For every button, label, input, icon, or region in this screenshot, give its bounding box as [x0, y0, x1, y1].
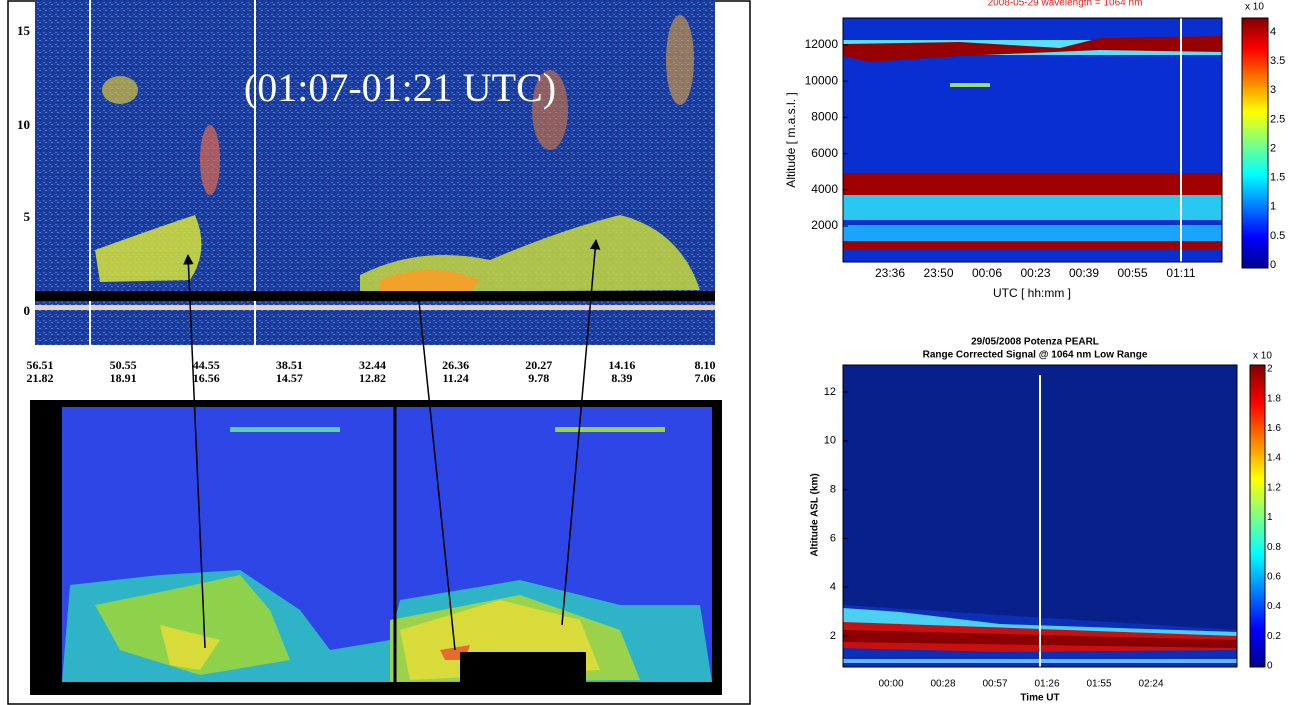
x-tick-label: 00:39	[1069, 266, 1099, 280]
x-tick-label: 8.39	[611, 371, 632, 385]
x-tick-label: 01:11	[1166, 266, 1195, 280]
colorbar-tick-label: 1	[1270, 201, 1276, 213]
x-tick-label: 23:50	[923, 266, 953, 280]
colorbar-tick-label: 0.4	[1267, 601, 1281, 612]
y-tick-label: 6	[830, 532, 836, 544]
x-tick-label: 7.06	[695, 371, 716, 385]
y-tick-label: 5	[24, 209, 31, 224]
y-tick-label: 15	[17, 23, 31, 38]
y-tick-label: 2000	[811, 218, 838, 232]
y-tick-label: 8000	[811, 110, 838, 124]
annotation: (01:07-01:21 UTC)	[244, 65, 556, 110]
colorbar-tick-label: 1.5	[1270, 172, 1285, 184]
x-tick-label: 16.56	[193, 371, 220, 385]
colorbar-exponent: x 10	[1245, 2, 1264, 13]
colorbar-tick-label: 2.5	[1270, 113, 1285, 125]
x-tick-label: 44.55	[193, 358, 220, 372]
colorbar-tick-label: 4	[1270, 26, 1276, 38]
title: 29/05/2008 Potenza PEARL	[971, 337, 1099, 348]
colorbar-tick-label: 3.5	[1270, 55, 1285, 67]
black-bar	[35, 291, 715, 301]
x-tick-label: 18.91	[110, 371, 137, 385]
y-label: Altitude [ m.a.s.l. ]	[784, 92, 798, 187]
x-tick-label: 00:00	[878, 679, 903, 690]
x-tick-label: 01:55	[1086, 679, 1111, 690]
colorbar-tick-label: 0.5	[1270, 230, 1285, 242]
y-tick-label: 10	[17, 117, 30, 132]
x-tick-label: 9.78	[528, 371, 549, 385]
x-tick-label: 21.82	[27, 371, 54, 385]
x-label: Time UT	[1020, 693, 1059, 704]
x-tick-label: 02:24	[1138, 679, 1163, 690]
y-tick-label: 10000	[805, 73, 839, 87]
colorbar-tick-label: 1.4	[1267, 453, 1281, 464]
x-tick-label: 11.24	[442, 371, 468, 385]
colorbar-tick-label: 0	[1267, 661, 1273, 672]
colorbar-tick-label: 0	[1270, 259, 1276, 271]
colorbar-tick-label: 0.6	[1267, 572, 1281, 583]
x-tick-label: 00:06	[972, 266, 1002, 280]
x-tick-label: 38.51	[276, 358, 303, 372]
y-tick-label: 8	[830, 484, 836, 496]
title: 2008-05-29 wavelength = 1064 nm	[988, 0, 1143, 9]
colorbar-tick-label: 1.6	[1267, 423, 1281, 434]
x-tick-label: 00:55	[1117, 266, 1147, 280]
colorbar-tick-label: 1.8	[1267, 393, 1281, 404]
x-tick-label: 50.55	[110, 358, 137, 372]
y-tick-label: 4	[830, 581, 836, 593]
colorbar-exponent: x 10	[1253, 351, 1272, 362]
x-tick-label: 23:36	[875, 266, 905, 280]
x-label: UTC [ hh:mm ]	[993, 286, 1071, 300]
y-tick-label: 6000	[811, 146, 838, 160]
x-tick-label: 12.82	[359, 371, 386, 385]
y-label: Altitude ASL (km)	[810, 473, 821, 556]
x-tick-label: 14.57	[276, 371, 303, 385]
colorbar-tick-label: 0.2	[1267, 631, 1281, 642]
y-tick-label: 12	[824, 386, 836, 398]
title: Range Corrected Signal @ 1064 nm Low Ran…	[923, 350, 1148, 361]
colorbar	[1242, 18, 1268, 268]
x-tick-label: 56.51	[27, 358, 54, 372]
y-tick-label: 10	[824, 435, 836, 447]
x-tick-label: 32.44	[359, 358, 386, 372]
colorbar-tick-label: 2	[1270, 142, 1276, 154]
colorbar-tick-label: 0.8	[1267, 542, 1281, 553]
y-tick-label: 2	[830, 630, 836, 642]
colorbar-tick-label: 1.2	[1267, 482, 1281, 493]
figure: (01:07-01:21 UTC) 2008-05-29 wavelength …	[0, 0, 1310, 705]
x-tick-label: 00:57	[982, 679, 1007, 690]
y-tick-label: 12000	[805, 37, 839, 51]
page: {"left_panel": {"annotation": "(01:07-01…	[0, 0, 1310, 705]
x-tick-label: 20.27	[525, 358, 552, 372]
x-tick-label: 00:28	[930, 679, 955, 690]
x-tick-label: 14.16	[608, 358, 635, 372]
x-tick-label: 00:23	[1020, 266, 1050, 280]
colorbar-tick-label: 2	[1267, 364, 1273, 375]
x-tick-label: 8.10	[695, 358, 716, 372]
colorbar	[1250, 365, 1265, 667]
y-tick-label: 0	[24, 303, 31, 318]
colorbar-tick-label: 3	[1270, 84, 1276, 96]
x-tick-label: 01:26	[1034, 679, 1059, 690]
y-tick-label: 4000	[811, 182, 838, 196]
x-tick-label: 26.36	[442, 358, 469, 372]
colorbar-tick-label: 1	[1267, 512, 1273, 523]
